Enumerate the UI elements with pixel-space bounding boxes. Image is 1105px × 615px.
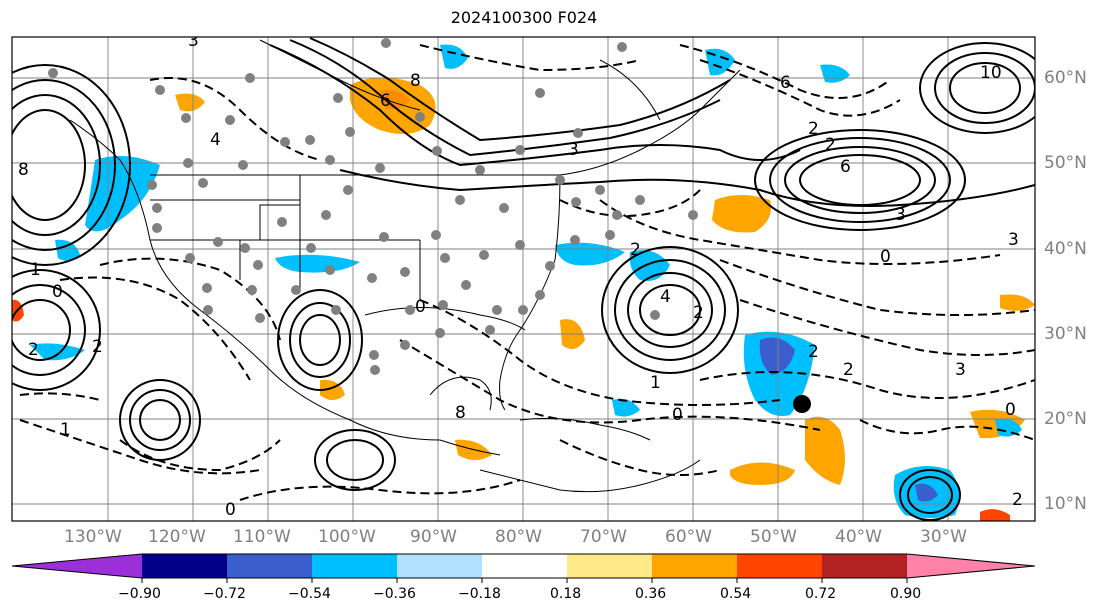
colorbar-tick-label: −0.90 — [118, 586, 161, 602]
colorbar-segment — [567, 554, 652, 578]
longitude-label: 80°W — [495, 527, 542, 547]
negative-anomaly-region — [55, 239, 80, 261]
contour-label: 6 — [380, 91, 391, 111]
solid-contours — [12, 37, 1035, 521]
contour-label: 2 — [1012, 490, 1023, 510]
contour-label: 1 — [30, 260, 41, 280]
colorbar-tick-label: 0.54 — [720, 586, 752, 602]
contour-label: 0 — [52, 282, 63, 302]
storm-center-marker — [793, 395, 811, 413]
map-title: 2024100300 F024 — [450, 8, 598, 27]
latitude-label: 20°N — [1044, 409, 1087, 429]
colorbar-tick-label: −0.54 — [288, 586, 331, 602]
colorbar-tick-label: −0.18 — [458, 586, 501, 602]
contour-label: 3 — [1008, 230, 1019, 250]
colorbar-segment — [737, 554, 822, 578]
contour-label: 6 — [840, 157, 851, 177]
positive-anomaly-region — [175, 93, 205, 112]
positive-anomaly-region — [1000, 294, 1035, 311]
longitude-label: 70°W — [580, 527, 627, 547]
lat-lon-grid — [12, 37, 1035, 521]
contour-label: 2 — [693, 303, 704, 323]
coastlines — [69, 39, 741, 493]
positive-anomaly-region — [980, 509, 1010, 521]
contour-label: 8 — [455, 403, 466, 423]
colorbar — [11, 553, 1036, 583]
longitude-label: 110°W — [233, 527, 291, 547]
contour-labels: 3 8 6 6 10 8 4 3 2 2 6 3 3 2 4 2 1 0 1 0… — [18, 31, 1023, 520]
map-background — [12, 37, 1035, 521]
contour-label: 3 — [188, 31, 199, 51]
contour-label: 3 — [568, 140, 579, 160]
contour-label: 1 — [650, 373, 661, 393]
colorbar-tick-label: 0.72 — [805, 586, 837, 602]
negative-anomaly-region — [995, 418, 1022, 437]
negative-anomaly-region — [612, 398, 640, 417]
contour-label: 3 — [895, 205, 906, 225]
colorbar-tick-label: −0.72 — [203, 586, 246, 602]
longitude-label: 40°W — [835, 527, 882, 547]
contour-label: 0 — [672, 405, 683, 425]
contour-label: 2 — [843, 360, 854, 380]
negative-anomaly-region — [275, 254, 360, 273]
shaded-anomalies — [12, 44, 1035, 521]
contour-label: 10 — [980, 63, 1002, 83]
contour-label: 3 — [955, 360, 966, 380]
colorbar-segment — [397, 554, 482, 578]
contour-label: 8 — [410, 71, 421, 91]
contour-label: 4 — [660, 287, 671, 307]
longitude-label: 50°W — [750, 527, 797, 547]
colorbar-segment — [227, 554, 312, 578]
positive-anomaly-region — [712, 195, 771, 233]
longitude-label: 100°W — [318, 527, 376, 547]
positive-anomaly-region — [805, 416, 845, 485]
contour-label: 0 — [415, 297, 426, 317]
contour-label: 4 — [210, 130, 221, 150]
contour-label: 2 — [825, 135, 836, 155]
colorbar-segment — [822, 554, 907, 578]
contour-label: 0 — [1005, 400, 1016, 420]
contour-label: 6 — [780, 73, 791, 93]
negative-anomaly-region — [915, 483, 938, 502]
positive-anomaly-region — [730, 462, 795, 485]
colorbar-segment — [907, 554, 1035, 578]
contour-label: 2 — [808, 119, 819, 139]
colorbar-tick-label: 0.36 — [635, 586, 667, 602]
negative-anomaly-region — [759, 337, 795, 375]
negative-anomaly-region — [440, 44, 468, 69]
contour-label: 2 — [28, 340, 39, 360]
contour-label: 8 — [18, 160, 29, 180]
contour-label: 0 — [880, 247, 891, 267]
latitude-label: 50°N — [1044, 153, 1087, 173]
colorbar-segment — [652, 554, 737, 578]
latitude-label: 10°N — [1044, 494, 1087, 514]
dashed-contours — [19, 44, 1035, 501]
colorbar-tick-label: 0.18 — [550, 586, 582, 602]
latitude-label: 60°N — [1044, 68, 1087, 88]
colorbar-tick-label: −0.36 — [373, 586, 416, 602]
longitude-label: 30°W — [920, 527, 967, 547]
contour-label: 2 — [92, 337, 103, 357]
positive-anomaly-region — [380, 89, 410, 109]
longitude-label: 130°W — [64, 527, 122, 547]
latitude-label: 40°N — [1044, 239, 1087, 259]
colorbar-segment — [142, 554, 227, 578]
longitude-label: 60°W — [665, 527, 712, 547]
longitude-label: 90°W — [410, 527, 457, 547]
longitude-label: 120°W — [148, 527, 206, 547]
negative-anomaly-region — [555, 242, 625, 266]
map-frame — [11, 36, 1036, 522]
negative-anomaly-region — [30, 343, 85, 361]
colorbar-segment — [312, 554, 397, 578]
colorbar-segment — [12, 554, 142, 578]
contour-label: 2 — [808, 342, 819, 362]
latitude-label: 30°N — [1044, 324, 1087, 344]
colorbar-segment — [482, 554, 567, 578]
station-dots — [48, 38, 698, 375]
colorbar-tick-label: 0.90 — [890, 586, 922, 602]
contour-label: 1 — [60, 420, 71, 440]
contour-label: 2 — [630, 240, 641, 260]
contour-label: 0 — [225, 500, 236, 520]
